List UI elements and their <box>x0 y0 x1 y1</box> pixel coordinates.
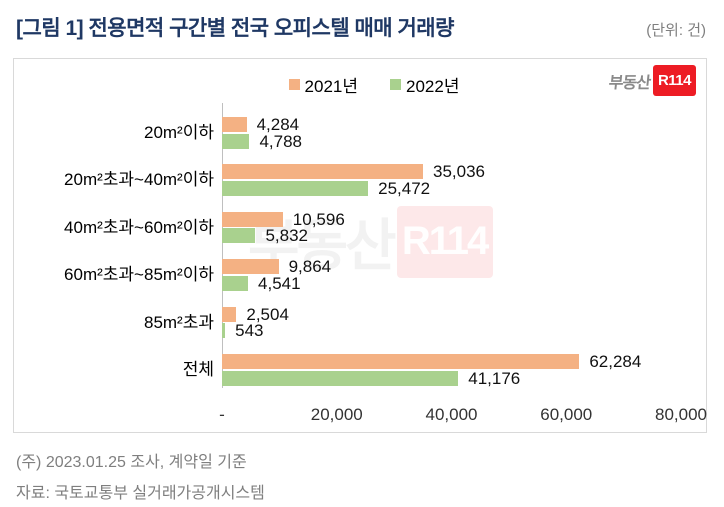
legend-label: 2021년 <box>304 77 358 96</box>
bar-2021년-60m²초과~85m²이하 <box>222 259 279 275</box>
value-label-2022년: 25,472 <box>378 178 431 198</box>
bar-2022년-20m²초과~40m²이하 <box>222 180 369 196</box>
value-label-2021년: 35,036 <box>433 162 486 182</box>
logo-badge: R114 <box>652 65 696 96</box>
value-label-2021년: 9,864 <box>288 257 332 277</box>
value-label-2022년: 4,541 <box>258 273 301 293</box>
footnote-survey: (주) 2023.01.25 조사, 계약일 기준 <box>16 454 247 471</box>
bar-2021년-전체 <box>222 354 580 369</box>
value-label-2022년: 5,832 <box>265 226 308 246</box>
legend-item-2022년: 2022년 <box>390 72 459 97</box>
bar-2021년-85m²초과 <box>222 306 237 322</box>
chart-legend: 2021년 2022년 <box>28 72 720 97</box>
bar-2022년-전체 <box>222 370 459 386</box>
bar-2022년-20m²이하 <box>222 133 250 149</box>
footnote-source: 자료: 국토교통부 실거래가공개시스템 <box>16 485 265 502</box>
chart-container: 부동산 R114 2021년 2022년 부동산 R114 20m²이하 4,284… <box>13 58 707 433</box>
category-label: 60m²초과~85m²이하 <box>64 265 214 285</box>
value-label-2021년: 62,284 <box>589 352 642 371</box>
legend-label: 2022년 <box>406 77 460 96</box>
category-label: 전체 <box>182 360 214 379</box>
value-label-2022년: 41,176 <box>468 368 521 388</box>
value-label-2022년: 543 <box>235 321 264 341</box>
bar-2022년-60m²초과~85m²이하 <box>222 275 249 291</box>
category-label: 20m²이하 <box>143 123 214 142</box>
x-tick-label: 60,000 <box>540 405 593 424</box>
x-tick-label: 40,000 <box>425 405 478 424</box>
value-label-2021년: 4,284 <box>256 115 300 134</box>
bar-2022년-40m²초과~60m²이하 <box>222 228 256 244</box>
page-title: [그림 1] 전용면적 구간별 전국 오피스텔 매매 거래량 <box>16 17 454 40</box>
bar-2021년-20m²이하 <box>222 117 247 132</box>
bar-2022년-85m²초과 <box>222 323 226 339</box>
value-label-2021년: 10,596 <box>292 209 345 229</box>
x-tick-label: - <box>219 405 225 424</box>
legend-swatch-2021년 <box>288 79 300 90</box>
category-axis-line <box>222 103 223 388</box>
value-label-2022년: 4,788 <box>259 131 303 151</box>
category-label: 40m²초과~60m²이하 <box>64 217 214 237</box>
category-label: 85m²초과 <box>143 312 214 332</box>
bar-2021년-20m²초과~40m²이하 <box>222 164 424 180</box>
legend-item-2021년: 2021년 <box>288 72 358 97</box>
r114-logo: 부동산 R114 <box>608 65 696 96</box>
x-tick-label: 20,000 <box>310 405 363 424</box>
bar-2021년-40m²초과~60m²이하 <box>222 211 283 227</box>
plot-area: 20m²이하 4,284 4,788 20m²초과~40m²이하 35,036 25,47… <box>14 59 707 432</box>
category-label: 20m²초과~40m²이하 <box>64 170 214 190</box>
value-label-2021년: 2,504 <box>246 304 289 324</box>
unit-note: (단위: 건) <box>646 22 706 39</box>
legend-swatch-2022년 <box>390 79 401 90</box>
x-tick-label: 80,000 <box>655 405 707 424</box>
